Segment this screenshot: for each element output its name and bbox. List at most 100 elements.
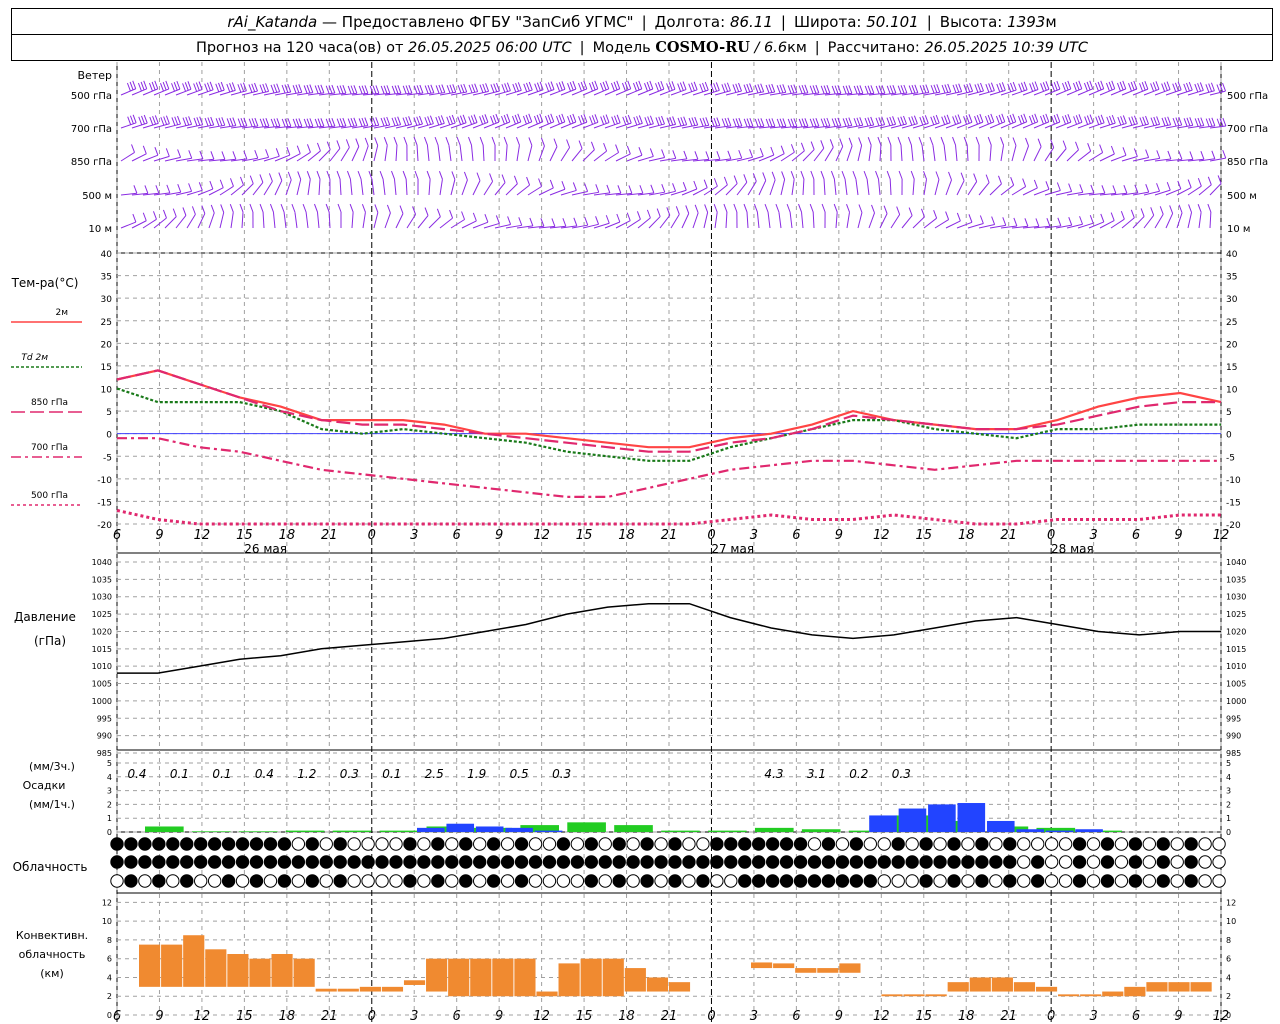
wind-barb [943, 145, 947, 162]
wind-barb-feather [269, 203, 274, 213]
wind-barb-feather [594, 114, 599, 123]
wind-barb-feather [716, 151, 721, 160]
wind-barb-feather [1167, 116, 1172, 125]
wind-barb [1132, 191, 1149, 196]
wind-barb-feather [553, 138, 558, 147]
time-tick-label-bottom: 0 [368, 1009, 376, 1024]
wind-barb [824, 92, 841, 96]
wind-barb-feather [841, 170, 846, 180]
cloud-cover-icon [180, 874, 194, 888]
pressure-tick-left: 1030 [92, 593, 112, 602]
wind-barb-feather [1197, 177, 1202, 187]
wind-barb-feather [646, 81, 651, 91]
cloud-cover-icon [738, 855, 752, 869]
wind-barb [219, 158, 236, 162]
time-tick-label: 6 [453, 528, 461, 543]
wind-barb-feather [588, 82, 593, 92]
wind-barb-feather [402, 117, 407, 126]
wind-barb-feather [1197, 203, 1202, 213]
wind-barb [285, 125, 302, 129]
time-tick-label: 3 [750, 528, 758, 543]
wind-barb-feather [449, 84, 454, 93]
time-tick-label: 21 [1000, 528, 1017, 543]
wind-barb [296, 179, 302, 196]
wind-barb-feather [952, 116, 957, 125]
wind-barb [956, 221, 973, 229]
convective-bar [271, 954, 293, 987]
wind-barb-feather [810, 141, 815, 150]
wind-barb-feather [1205, 84, 1210, 93]
wind-barb-feather [743, 118, 748, 128]
wind-barb [274, 180, 283, 196]
wind-barb-feather [558, 82, 563, 91]
wind-barb-feather [976, 114, 981, 124]
wind-barb [505, 89, 522, 96]
cloud-cover-icon [445, 874, 459, 888]
temp-tick-left: -10 [97, 476, 112, 486]
wind-barb-feather [229, 178, 234, 187]
convective-tick-right: 10 [1226, 917, 1236, 926]
wind-barb-feather [309, 84, 314, 93]
wind-barb [263, 181, 273, 196]
wind-barb-feather [1089, 114, 1094, 123]
wind-barb-feather [852, 170, 857, 180]
wind-barb-feather [1122, 115, 1127, 124]
wind-barb-feather [515, 83, 520, 92]
wind-barb-feather [1186, 117, 1191, 127]
wind-barb [283, 212, 287, 229]
wind-barb-feather [1152, 82, 1157, 91]
wind-barb-feather [920, 208, 925, 218]
wind-barb [417, 215, 429, 229]
wind-barb [538, 187, 554, 196]
wind-barb-feather [1169, 205, 1174, 214]
cloud-cover-icon [500, 837, 515, 851]
wind-barb [855, 179, 859, 196]
wind-barb-feather [435, 85, 440, 94]
wind-barb-feather [636, 116, 641, 125]
wind-barb [703, 212, 709, 229]
wind-barb-feather [787, 85, 792, 94]
wind-barb-feather [979, 113, 984, 123]
wind-barb-feather [779, 118, 784, 127]
cloud-cover-icon [682, 855, 696, 869]
cloud-cover-icon [835, 855, 850, 869]
wind-barb [1143, 123, 1160, 129]
wind-barb-feather [346, 170, 351, 180]
wind-barb-feather [859, 85, 864, 94]
precip-bar-light [426, 826, 466, 832]
wind-barb [351, 146, 360, 162]
wind-barb [186, 214, 196, 229]
cloud-cover-icon [361, 874, 375, 888]
wind-barb-feather [1167, 150, 1172, 160]
wind-barb-feather [779, 84, 784, 93]
wind-barb-feather [479, 84, 484, 93]
wind-barb-feather [713, 203, 718, 213]
cloud-cover-icon [194, 837, 208, 851]
temp-tick-left: 10 [101, 386, 113, 396]
wind-barb [340, 125, 357, 129]
wind-barb-feather [220, 81, 225, 91]
wind-barb-feather [383, 136, 388, 146]
time-tick-label: 3 [1089, 528, 1097, 543]
wind-barb-feather [974, 116, 978, 125]
wind-barb-feather [738, 82, 742, 92]
wind-barb [296, 92, 313, 96]
convective-bar [183, 935, 205, 987]
wind-barb-feather [337, 203, 342, 213]
wind-barb-feather [1130, 209, 1135, 218]
wind-barb-feather [760, 83, 765, 92]
cloud-cover-icon [235, 855, 250, 869]
cloud-cover-icon [961, 837, 975, 851]
wind-barb-feather [754, 118, 759, 128]
wind-barb-feather [680, 117, 685, 126]
wind-barb [417, 123, 434, 129]
precip-total-label: 0.4 [127, 767, 146, 781]
precip-bar-light [379, 830, 419, 832]
cloud-cover-icon [668, 855, 682, 869]
calc-time: 26.05.2025 10:39 UTC [924, 39, 1089, 56]
time-tick-label-bottom: 9 [1174, 1009, 1182, 1024]
wind-barb-feather [482, 83, 487, 93]
wind-barb-feather [853, 118, 858, 127]
wind-barb-feather [1025, 137, 1029, 147]
convective-bar [249, 958, 271, 987]
